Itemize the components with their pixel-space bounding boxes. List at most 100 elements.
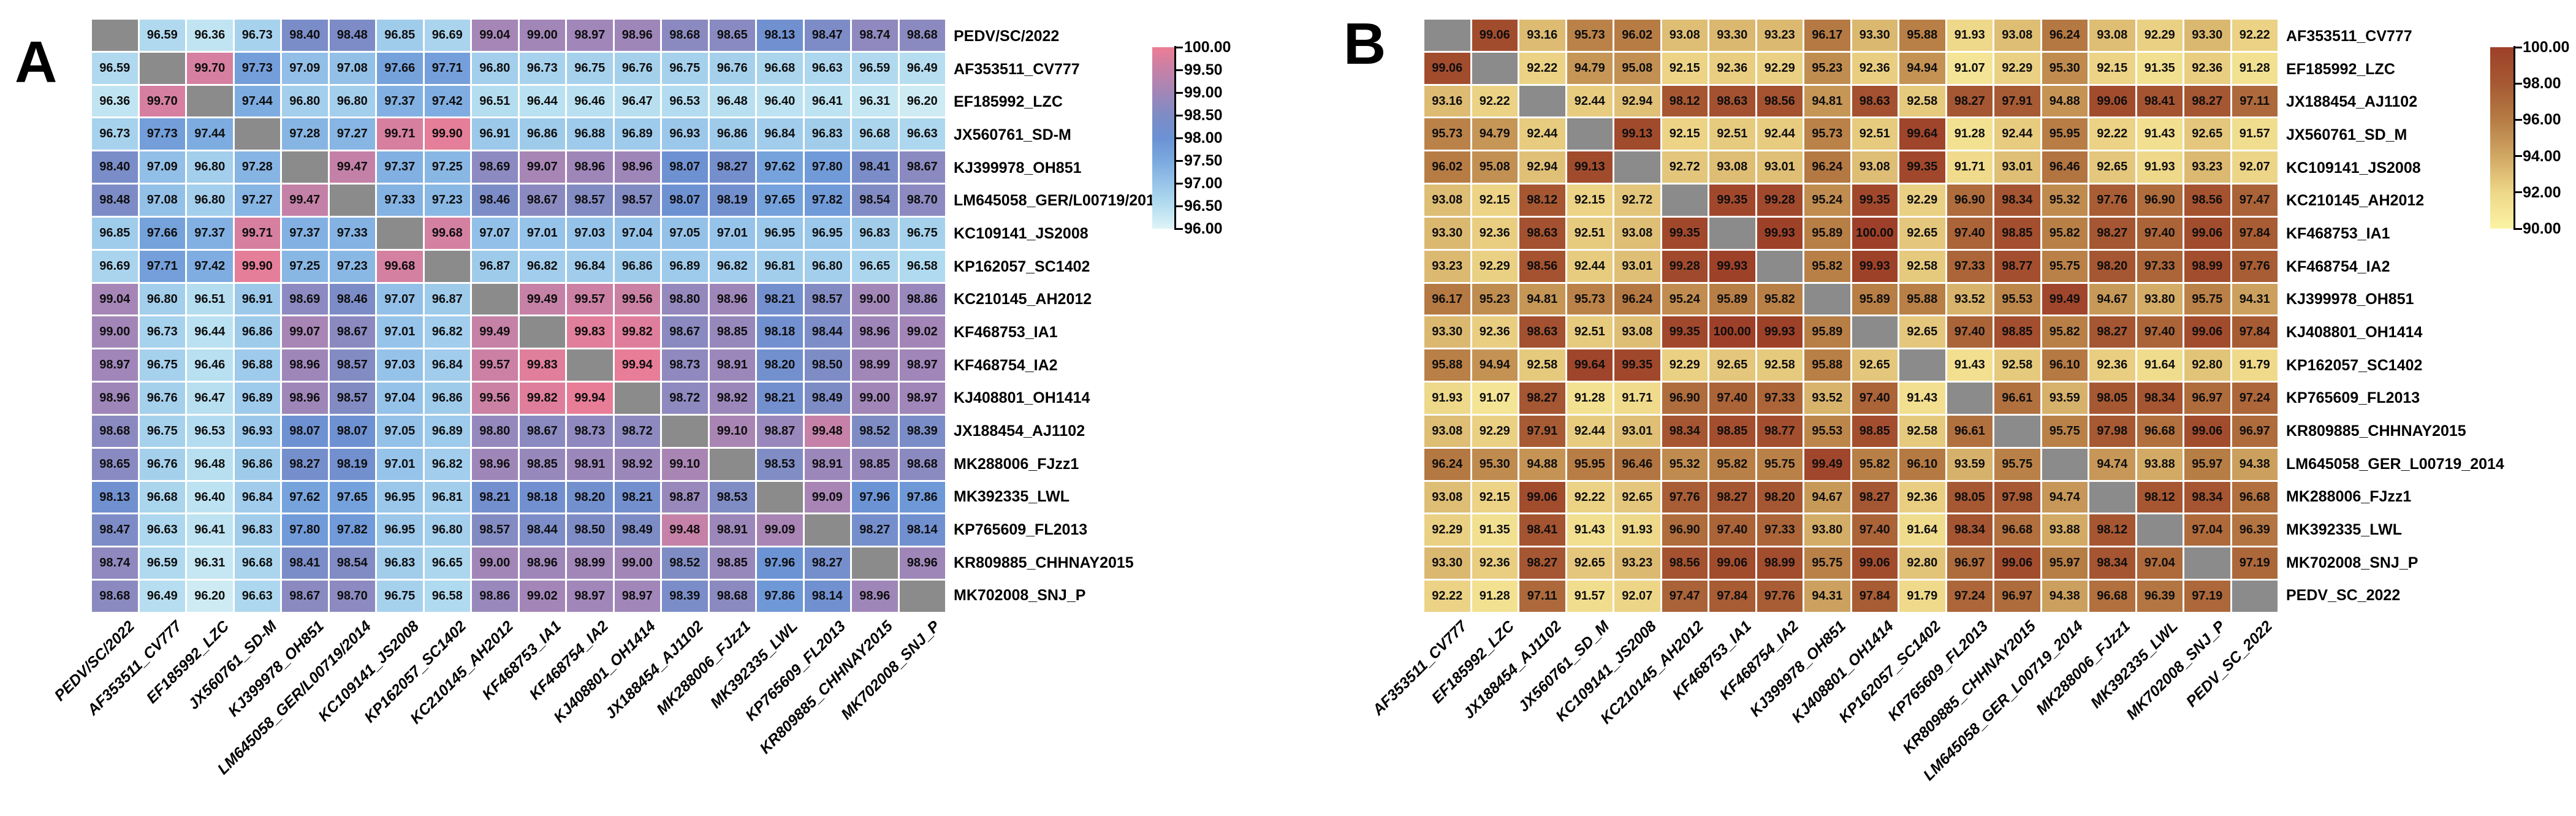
matrix-cell: 93.88 bbox=[2137, 448, 2183, 480]
matrix-cell: 95.75 bbox=[1994, 448, 2040, 480]
matrix-cell: 96.80 bbox=[139, 283, 185, 315]
matrix-cell: 98.49 bbox=[804, 383, 850, 414]
matrix-cell: 98.34 bbox=[2184, 481, 2230, 513]
matrix-cell: 97.44 bbox=[187, 118, 233, 150]
matrix-cell: 98.41 bbox=[2137, 85, 2183, 117]
matrix-cell: 92.65 bbox=[2089, 151, 2135, 183]
matrix-cell: 98.96 bbox=[852, 316, 898, 348]
matrix-cell: 98.27 bbox=[1947, 85, 1993, 117]
matrix-cell: 97.82 bbox=[804, 185, 850, 216]
matrix-cell: 96.59 bbox=[92, 52, 138, 84]
colorbar-tick bbox=[1176, 46, 1183, 48]
matrix-cell: 97.27 bbox=[234, 185, 280, 216]
matrix-cell: 97.33 bbox=[377, 185, 423, 216]
matrix-cell: 97.71 bbox=[139, 250, 185, 282]
matrix-cell: 93.08 bbox=[1424, 415, 1470, 447]
matrix-cell: 91.35 bbox=[1472, 514, 1518, 546]
matrix-cell: 98.77 bbox=[1757, 415, 1803, 447]
matrix-cell: 95.89 bbox=[1852, 283, 1898, 315]
matrix-cell: 96.58 bbox=[899, 250, 945, 282]
row-label: KR809885_CHHNAY2015 bbox=[2286, 422, 2466, 440]
panel-a-letter: A bbox=[15, 29, 58, 95]
matrix-cell: 92.65 bbox=[2184, 118, 2230, 150]
row-label: PEDV_SC_2022 bbox=[2286, 587, 2401, 604]
matrix-cell: 98.27 bbox=[852, 514, 898, 546]
matrix-cell: 96.73 bbox=[519, 52, 565, 84]
matrix-cell: 98.34 bbox=[1947, 514, 1993, 546]
matrix-cell: 98.85 bbox=[1994, 316, 2040, 348]
matrix-cell: 96.63 bbox=[234, 581, 280, 612]
diagonal-cell bbox=[139, 52, 185, 84]
heatmap-matrix-b: 99.06 93.16 95.73 96.02 93.08 93.30 93.23 96.17… bbox=[1424, 20, 2278, 612]
diagonal-cell bbox=[1994, 415, 2040, 447]
matrix-cell: 92.29 bbox=[1424, 514, 1470, 546]
row-label: JX560761_SD_M bbox=[2286, 126, 2407, 143]
matrix-cell: 95.32 bbox=[1662, 448, 1708, 480]
matrix-cell: 93.01 bbox=[1614, 250, 1660, 282]
matrix-cell: 97.62 bbox=[757, 151, 803, 183]
row-label: KJ408801_OH1414 bbox=[2286, 323, 2423, 341]
colorbar-spine bbox=[1174, 46, 1176, 230]
matrix-cell: 95.24 bbox=[1662, 283, 1708, 315]
matrix-cell: 98.80 bbox=[662, 283, 708, 315]
matrix-cell: 99.35 bbox=[1662, 316, 1708, 348]
matrix-cell: 99.35 bbox=[1614, 349, 1660, 381]
matrix-cell: 99.93 bbox=[1709, 250, 1755, 282]
matrix-cell: 93.30 bbox=[1709, 20, 1755, 51]
matrix-cell: 97.76 bbox=[2089, 185, 2135, 216]
matrix-cell: 98.67 bbox=[329, 316, 375, 348]
matrix-cell: 99.49 bbox=[472, 316, 518, 348]
matrix-cell: 98.07 bbox=[662, 185, 708, 216]
matrix-cell: 92.36 bbox=[1472, 217, 1518, 249]
matrix-cell: 91.71 bbox=[1614, 383, 1660, 414]
matrix-cell: 99.02 bbox=[899, 316, 945, 348]
matrix-cell: 96.69 bbox=[92, 250, 138, 282]
matrix-cell: 92.15 bbox=[1472, 481, 1518, 513]
matrix-cell: 99.56 bbox=[472, 383, 518, 414]
matrix-cell: 97.01 bbox=[377, 448, 423, 480]
matrix-cell: 98.97 bbox=[614, 581, 660, 612]
matrix-cell: 92.15 bbox=[1567, 185, 1613, 216]
matrix-cell: 97.84 bbox=[1709, 581, 1755, 612]
matrix-cell: 98.99 bbox=[2184, 250, 2230, 282]
row-label: KR809885_CHHNAY2015 bbox=[954, 554, 1134, 571]
matrix-cell: 97.04 bbox=[377, 383, 423, 414]
matrix-cell: 98.67 bbox=[519, 185, 565, 216]
matrix-cell: 96.88 bbox=[567, 118, 613, 150]
matrix-cell: 95.82 bbox=[2042, 217, 2088, 249]
colorbar-tick-label: 97.00 bbox=[1184, 175, 1223, 192]
matrix-cell: 92.29 bbox=[1757, 52, 1803, 84]
matrix-cell: 93.08 bbox=[1662, 20, 1708, 51]
matrix-cell: 92.29 bbox=[1472, 250, 1518, 282]
colorbar-tick-label: 92.00 bbox=[2523, 183, 2561, 201]
matrix-cell: 96.20 bbox=[187, 581, 233, 612]
row-label: MK288006_FJzz1 bbox=[2286, 488, 2412, 506]
matrix-cell: 96.90 bbox=[1662, 514, 1708, 546]
colorbar-tick-label: 99.00 bbox=[1184, 84, 1223, 101]
matrix-cell: 92.44 bbox=[1994, 118, 2040, 150]
matrix-cell: 96.48 bbox=[709, 85, 755, 117]
matrix-cell: 98.39 bbox=[899, 415, 945, 447]
diagonal-cell bbox=[2232, 581, 2278, 612]
heatmap-matrix-a: 96.59 96.36 96.73 98.40 98.48 96.85 96.69 99.04… bbox=[92, 20, 945, 612]
matrix-cell: 98.85 bbox=[852, 448, 898, 480]
colorbar-tick bbox=[1176, 114, 1183, 116]
matrix-cell: 91.57 bbox=[1567, 581, 1613, 612]
matrix-cell: 98.85 bbox=[1852, 415, 1898, 447]
matrix-cell: 96.24 bbox=[1424, 448, 1470, 480]
matrix-cell: 98.97 bbox=[567, 581, 613, 612]
matrix-cell: 98.67 bbox=[519, 415, 565, 447]
matrix-cell: 95.75 bbox=[1757, 448, 1803, 480]
matrix-cell: 96.53 bbox=[662, 85, 708, 117]
matrix-cell: 93.30 bbox=[1852, 20, 1898, 51]
matrix-cell: 98.96 bbox=[282, 349, 328, 381]
matrix-cell: 94.94 bbox=[1899, 52, 1945, 84]
matrix-cell: 95.75 bbox=[2042, 250, 2088, 282]
matrix-cell: 93.01 bbox=[1994, 151, 2040, 183]
matrix-cell: 96.49 bbox=[899, 52, 945, 84]
matrix-cell: 98.20 bbox=[757, 349, 803, 381]
matrix-cell: 97.08 bbox=[329, 52, 375, 84]
matrix-cell: 96.84 bbox=[234, 481, 280, 513]
matrix-cell: 92.29 bbox=[1662, 349, 1708, 381]
matrix-cell: 98.21 bbox=[614, 481, 660, 513]
